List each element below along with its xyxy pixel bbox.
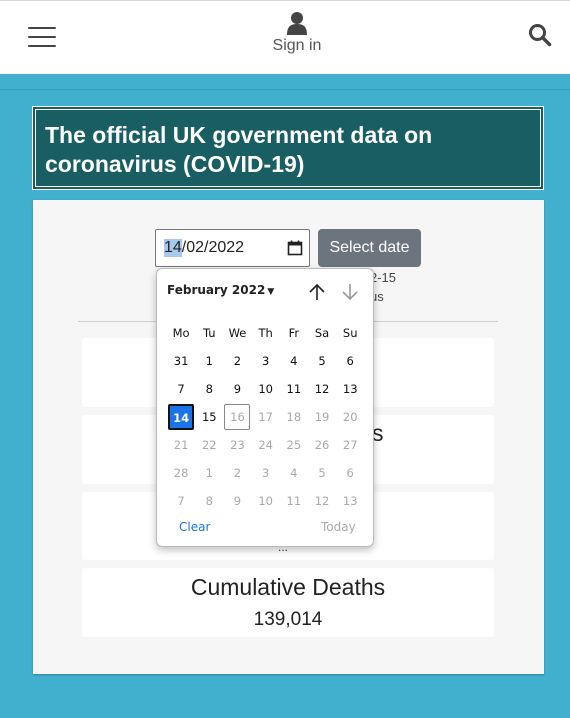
calendar-day-disabled: 21 — [173, 438, 189, 452]
calendar-day[interactable]: 3 — [261, 354, 270, 368]
calendar-week-row: 28 1 2 3 4 5 6 — [167, 459, 365, 487]
calendar-day-disabled: 23 — [230, 438, 245, 452]
calendar-day[interactable]: 6 — [346, 354, 354, 368]
search-icon[interactable] — [528, 23, 556, 51]
sign-in-link[interactable]: Sign in — [245, 11, 349, 55]
sign-in-label: Sign in — [272, 37, 322, 54]
date-note-fragment: 2-15 — [370, 270, 397, 285]
clear-button[interactable]: Clear — [179, 520, 211, 534]
stat-value-fragment: ... — [278, 540, 289, 554]
stat-title-fragment: s — [372, 420, 384, 446]
cumulative-deaths-card: Cumulative Deaths 139,014 — [82, 568, 494, 637]
calendar-day-disabled: 26 — [314, 438, 330, 452]
calendar-grid: Mo Tu We Th Fr Sa Su 31 1 2 3 4 5 6 7 8 … — [167, 319, 365, 515]
page-title-box: The official UK government data on coron… — [32, 106, 544, 190]
calendar-day-disabled: 25 — [286, 438, 302, 452]
weekday-header-row: Mo Tu We Th Fr Sa Su — [167, 319, 365, 347]
calendar-day-disabled: 4 — [290, 466, 298, 480]
calendar-icon[interactable] — [287, 240, 303, 256]
calendar-day-disabled: 20 — [342, 410, 358, 424]
calendar-week-row: 7 8 9 10 11 12 13 — [167, 375, 365, 403]
user-icon — [287, 12, 307, 35]
calendar-day-disabled: 13 — [342, 494, 358, 508]
weekday-label: Mo — [172, 326, 190, 340]
calendar-day-disabled: 1 — [205, 466, 213, 480]
calendar-week-row: 14 15 16 17 18 19 20 — [167, 403, 365, 431]
weekday-label: Su — [342, 326, 358, 340]
calendar-day-disabled: 7 — [177, 494, 185, 508]
calendar-day-disabled: 6 — [346, 466, 354, 480]
calendar-day[interactable]: 12 — [314, 382, 330, 396]
cumulative-deaths-title: Cumulative Deaths — [190, 574, 386, 600]
hamburger-menu-icon[interactable] — [28, 23, 56, 47]
calendar-day-disabled: 2 — [233, 466, 242, 480]
cumulative-deaths-value: 139,014 — [253, 609, 323, 630]
page-title: The official UK government data on coron… — [45, 122, 433, 177]
calendar-day-disabled: 8 — [205, 494, 213, 508]
month-year-label: February 2022 — [167, 283, 266, 297]
calendar-day-today[interactable]: 16 — [223, 403, 251, 431]
date-picker-popup: February 2022 ▼ Mo Tu We Th Fr Sa Su 31 1… — [156, 268, 374, 547]
select-date-button[interactable]: Select date — [318, 229, 421, 267]
calendar-day[interactable]: 9 — [233, 382, 242, 396]
calendar-day-disabled: 19 — [314, 410, 330, 424]
weekday-label: Th — [258, 326, 273, 340]
selected-day-label: 14 — [168, 404, 195, 430]
calendar-week-row: 31 1 2 3 4 5 6 — [167, 347, 365, 375]
calendar-day-disabled: 17 — [258, 410, 273, 424]
calendar-day-disabled: 28 — [173, 466, 189, 480]
calendar-day[interactable]: 2 — [233, 354, 242, 368]
calendar-day[interactable]: 13 — [342, 382, 358, 396]
calendar-day-disabled: 11 — [286, 494, 302, 508]
calendar-day[interactable]: 7 — [177, 382, 185, 396]
weekday-label: We — [228, 326, 247, 340]
calendar-week-row: 21 22 23 24 25 26 27 — [167, 431, 365, 459]
calendar-day[interactable]: 10 — [258, 382, 273, 396]
calendar-day[interactable]: 11 — [286, 382, 302, 396]
next-month-arrow-icon[interactable] — [341, 282, 359, 302]
calendar-day-disabled: 22 — [201, 438, 217, 452]
weekday-label: Tu — [202, 326, 216, 340]
calendar-day-disabled: 5 — [318, 466, 326, 480]
calendar-week-row: 7 8 9 10 11 12 13 — [167, 487, 365, 515]
date-input[interactable]: 14/02/2022 — [155, 229, 310, 267]
previous-month-arrow-icon[interactable] — [308, 282, 326, 302]
calendar-day[interactable]: 15 — [201, 410, 217, 424]
header-strip — [0, 74, 570, 90]
today-day-label: 16 — [224, 404, 251, 430]
top-navbar: Sign in — [0, 0, 570, 74]
month-year-selector[interactable]: February 2022 ▼ — [167, 283, 274, 297]
calendar-day[interactable]: 31 — [173, 354, 189, 368]
calendar-day-selected[interactable]: 14 — [167, 403, 195, 431]
calendar-day[interactable]: 4 — [290, 354, 298, 368]
calendar-day-disabled: 24 — [258, 438, 273, 452]
calendar-day-disabled: 12 — [314, 494, 330, 508]
calendar-day-disabled: 10 — [258, 494, 273, 508]
calendar-day[interactable]: 5 — [318, 354, 326, 368]
calendar-day-disabled: 3 — [261, 466, 270, 480]
weekday-label: Sa — [314, 326, 330, 340]
caret-down-icon: ▼ — [267, 287, 275, 297]
date-day-segment[interactable]: 14 — [164, 239, 182, 257]
today-button[interactable]: Today — [321, 520, 356, 534]
calendar-day-disabled: 27 — [342, 438, 358, 452]
calendar-day-disabled: 9 — [233, 494, 242, 508]
date-rest-segment[interactable]: /02/2022 — [181, 239, 245, 256]
calendar-day-disabled: 18 — [286, 410, 302, 424]
weekday-label: Fr — [288, 326, 300, 340]
calendar-day[interactable]: 8 — [205, 382, 213, 396]
calendar-day[interactable]: 1 — [205, 354, 213, 368]
